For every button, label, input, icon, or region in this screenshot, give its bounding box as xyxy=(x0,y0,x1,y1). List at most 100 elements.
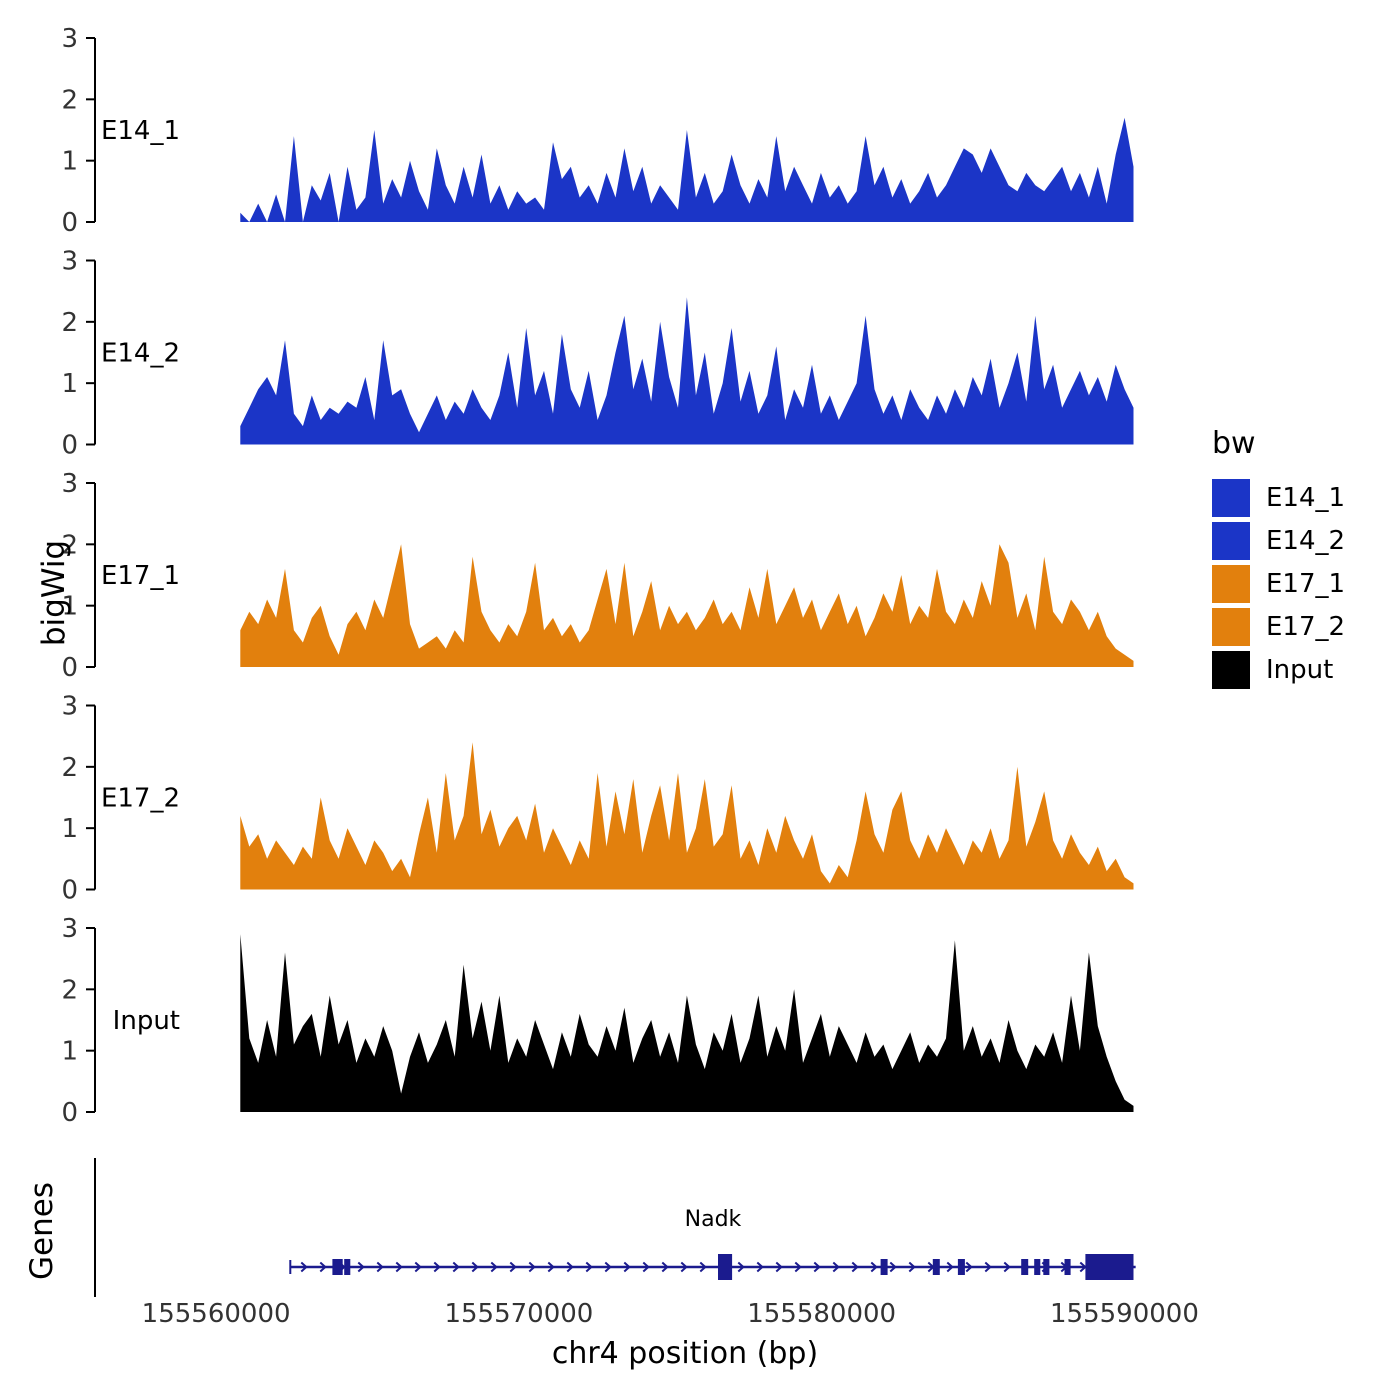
track-label-E17_1: E17_1 xyxy=(101,561,180,591)
gene-strand-arrow xyxy=(547,1261,555,1273)
gene-strand-arrow xyxy=(471,1261,479,1273)
gene-strand-arrow xyxy=(319,1261,327,1273)
y-tick-label: 2 xyxy=(61,308,78,338)
gene-strand-arrow xyxy=(680,1261,688,1273)
signal-area-E14_2 xyxy=(240,297,1134,445)
gene-strand-arrow xyxy=(566,1261,574,1273)
track-label-E17_2: E17_2 xyxy=(101,784,180,814)
gene-strand-arrow xyxy=(946,1261,954,1273)
gene-strand-arrow xyxy=(965,1261,973,1273)
gene-strand-arrow xyxy=(737,1261,745,1273)
y-tick-label: 2 xyxy=(61,85,78,115)
legend-swatch-E14_1 xyxy=(1212,479,1250,517)
legend-label: E17_2 xyxy=(1266,612,1346,642)
legend: bw E14_1 E14_2 E17_1 E17_2 Input xyxy=(1212,426,1345,694)
gene-exon xyxy=(932,1259,940,1275)
x-axis-title: chr4 position (bp) xyxy=(551,1336,819,1371)
track-label-E14_1: E14_1 xyxy=(101,116,180,146)
y-axis-title: bigWig xyxy=(36,539,72,647)
gene-exon xyxy=(1064,1259,1071,1275)
gene-strand-arrow xyxy=(452,1261,460,1273)
legend-label: E14_2 xyxy=(1266,526,1346,556)
gene-exon xyxy=(344,1259,351,1275)
gene-strand-arrow xyxy=(585,1261,593,1273)
gene-exon xyxy=(1021,1259,1029,1275)
signal-area-E14_1 xyxy=(240,117,1134,222)
x-tick-label: 155560000 xyxy=(142,1299,291,1329)
y-tick-label: 3 xyxy=(61,247,78,277)
gene-strand-arrow xyxy=(300,1261,308,1273)
gene-strand-arrow xyxy=(376,1261,384,1273)
y-tick-label: 0 xyxy=(61,208,78,238)
y-tick-label: 0 xyxy=(61,431,78,461)
legend-label: Input xyxy=(1266,655,1334,685)
gene-strand-arrow xyxy=(395,1261,403,1273)
gene-strand-arrow xyxy=(775,1261,783,1273)
gene-exon xyxy=(332,1259,343,1275)
y-tick-label: 3 xyxy=(61,692,78,722)
gene-strand-arrow xyxy=(908,1261,916,1273)
gene-strand-arrow xyxy=(851,1261,859,1273)
gene-strand-arrow xyxy=(794,1261,802,1273)
legend-swatch-E17_2 xyxy=(1212,608,1250,646)
gene-exon xyxy=(880,1259,888,1275)
signal-area-E17_2 xyxy=(240,742,1134,890)
legend-swatch-E14_2 xyxy=(1212,522,1250,560)
gene-strand-arrow xyxy=(984,1261,992,1273)
gene-strand-arrow xyxy=(509,1261,517,1273)
gene-strand-arrow xyxy=(490,1261,498,1273)
gene-strand-arrow xyxy=(813,1261,821,1273)
gene-strand-arrow xyxy=(1003,1261,1011,1273)
legend-title: bw xyxy=(1212,426,1256,461)
y-tick-label: 0 xyxy=(61,1098,78,1128)
track-label-E14_2: E14_2 xyxy=(101,339,180,369)
legend-label: E17_1 xyxy=(1266,569,1346,599)
signal-area-Input xyxy=(240,934,1134,1112)
legend-item-E17_2: E17_2 xyxy=(1212,608,1345,646)
gene-strand-arrow xyxy=(642,1261,650,1273)
gene-strand-arrow xyxy=(699,1261,707,1273)
track-label-Input: Input xyxy=(113,1006,180,1036)
legend-item-E17_1: E17_1 xyxy=(1212,565,1345,603)
x-tick-label: 155580000 xyxy=(747,1299,896,1329)
y-tick-label: 1 xyxy=(61,1037,78,1067)
y-tick-label: 1 xyxy=(61,147,78,177)
y-tick-label: 2 xyxy=(61,530,78,560)
gene-strand-arrow xyxy=(832,1261,840,1273)
gene-strand-arrow xyxy=(528,1261,536,1273)
y-tick-label: 2 xyxy=(61,753,78,783)
gene-strand-arrow xyxy=(661,1261,669,1273)
y-tick-label: 2 xyxy=(61,975,78,1005)
gene-strand-arrow xyxy=(623,1261,631,1273)
y-tick-label: 3 xyxy=(61,24,78,54)
gene-strand-arrow xyxy=(357,1261,365,1273)
gene-exon xyxy=(1043,1259,1050,1275)
y-tick-label: 1 xyxy=(61,592,78,622)
legend-item-Input: Input xyxy=(1212,651,1345,689)
y-tick-label: 0 xyxy=(61,653,78,683)
y-tick-label: 0 xyxy=(61,876,78,906)
genes-axis-title: Genes xyxy=(24,1182,60,1280)
gene-exon xyxy=(957,1259,965,1275)
signal-area-E17_1 xyxy=(240,544,1134,667)
gene-strand-arrow xyxy=(414,1261,422,1273)
x-tick-label: 155570000 xyxy=(444,1299,593,1329)
gene-strand-arrow xyxy=(1079,1261,1087,1273)
gene-strand-arrow xyxy=(604,1261,612,1273)
y-tick-label: 3 xyxy=(61,469,78,499)
legend-label: E14_1 xyxy=(1266,483,1346,513)
y-tick-label: 1 xyxy=(61,814,78,844)
gene-name-label: Nadk xyxy=(685,1207,742,1232)
legend-item-E14_2: E14_2 xyxy=(1212,522,1345,560)
legend-swatch-E17_1 xyxy=(1212,565,1250,603)
gene-exon xyxy=(1085,1254,1134,1280)
gene-exon xyxy=(1034,1259,1041,1275)
legend-items: E14_1 E14_2 E17_1 E17_2 Input xyxy=(1212,479,1345,689)
y-tick-label: 1 xyxy=(61,369,78,399)
gene-strand-arrow xyxy=(433,1261,441,1273)
y-tick-label: 3 xyxy=(61,914,78,944)
gene-exon xyxy=(718,1254,733,1280)
legend-swatch-Input xyxy=(1212,651,1250,689)
